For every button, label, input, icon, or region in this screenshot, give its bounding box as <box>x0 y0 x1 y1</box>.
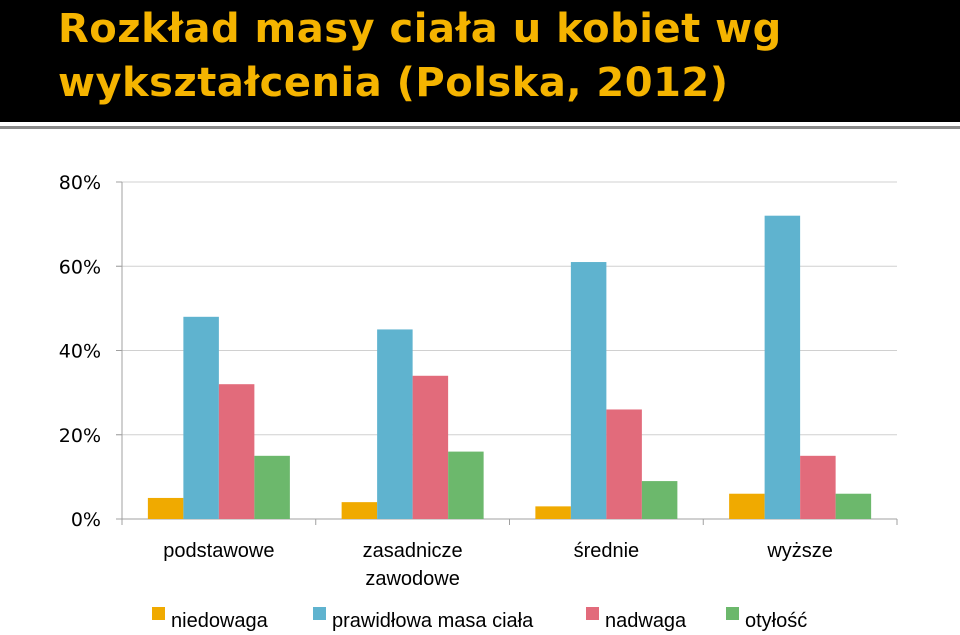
legend-swatch <box>152 607 165 620</box>
x-category-label-line: podstawowe <box>163 540 274 562</box>
y-tick-label: 80% <box>59 172 101 194</box>
legend-swatch <box>586 607 599 620</box>
x-category-label: wyższe <box>766 540 833 562</box>
bar <box>835 493 872 519</box>
bar <box>377 329 413 519</box>
bar <box>183 316 219 519</box>
bar <box>412 375 449 519</box>
x-category-label-line: zasadnicze <box>363 540 463 562</box>
legend-label: otyłość <box>745 610 807 632</box>
legend-label: prawidłowa masa ciała <box>332 610 534 632</box>
legend-label: niedowaga <box>171 610 269 632</box>
bar <box>535 506 571 519</box>
bar <box>641 481 678 519</box>
title-divider <box>0 126 960 129</box>
title-bar: Rozkład masy ciała u kobiet wg wykształc… <box>0 0 960 122</box>
bar <box>764 215 801 519</box>
slide-title: Rozkład masy ciała u kobiet wg wykształc… <box>58 2 938 110</box>
bar <box>448 451 484 519</box>
x-category-label: średnie <box>574 540 640 562</box>
legend-label: nadwaga <box>605 610 687 632</box>
bar <box>570 262 607 519</box>
bar <box>341 502 378 519</box>
x-category-label-line: wyższe <box>766 540 833 562</box>
legend-swatch <box>726 607 739 620</box>
bar <box>606 409 642 519</box>
bar <box>800 455 836 519</box>
legend-swatch <box>313 607 326 620</box>
y-tick-label: 20% <box>59 425 101 447</box>
slide-title-line-2: wykształcenia (Polska, 2012) <box>58 60 729 106</box>
y-tick-label: 60% <box>59 256 101 278</box>
y-tick-label: 0% <box>71 509 101 531</box>
bar <box>729 493 765 519</box>
bar <box>147 497 184 519</box>
slide-title-line-1: Rozkład masy ciała u kobiet wg <box>58 6 782 52</box>
x-category-label-line: zawodowe <box>365 568 460 590</box>
bar <box>218 384 255 519</box>
x-category-label: podstawowe <box>163 540 274 562</box>
x-category-label-line: średnie <box>574 540 640 562</box>
bar <box>254 455 290 519</box>
x-category-label: zasadnicze zawodowe <box>363 540 463 590</box>
y-tick-label: 40% <box>59 341 101 363</box>
